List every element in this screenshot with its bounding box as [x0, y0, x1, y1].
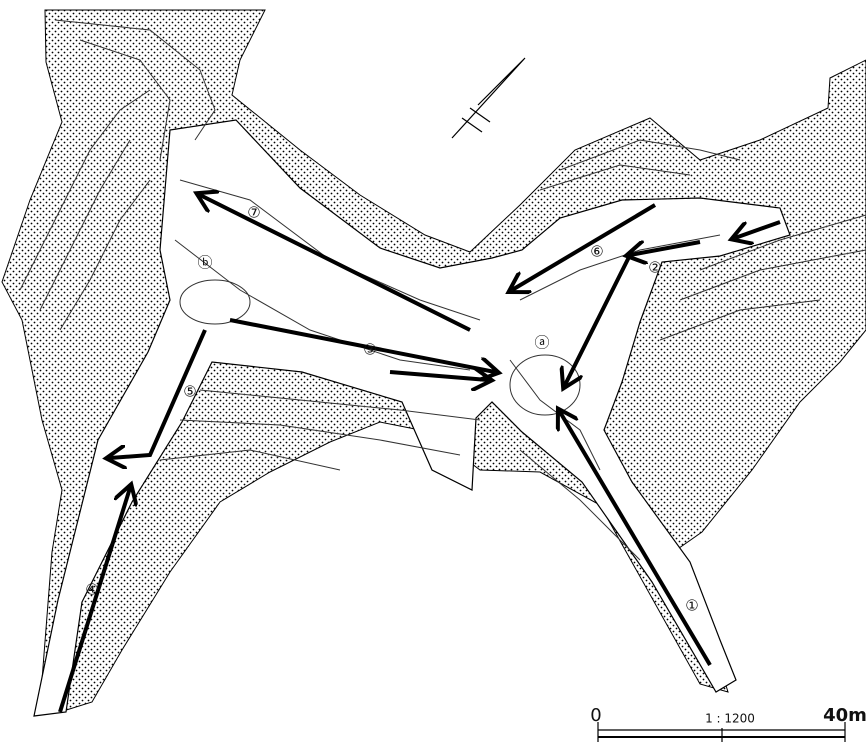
area-label: ⓑ — [197, 254, 212, 272]
route-label: ③ — [363, 341, 376, 359]
route-label: ⑥ — [590, 243, 603, 261]
area-label: ⓐ — [534, 334, 549, 352]
north-arrow — [452, 58, 525, 138]
scale-start: 0 — [590, 705, 601, 726]
route-label: ① — [685, 597, 698, 615]
scale-end: 40m — [823, 705, 866, 726]
route-label: ⑤ — [183, 383, 196, 401]
route-label: ② — [648, 259, 661, 277]
site-plan: ① ② ③ ④ ⑤ ⑥ ⑦ ⓐ ⓑ 0 1 : 1200 40m — [0, 0, 866, 742]
route-label: ④ — [85, 581, 98, 599]
route-label: ⑦ — [247, 204, 260, 222]
scale-ratio: 1 : 1200 — [705, 712, 755, 726]
